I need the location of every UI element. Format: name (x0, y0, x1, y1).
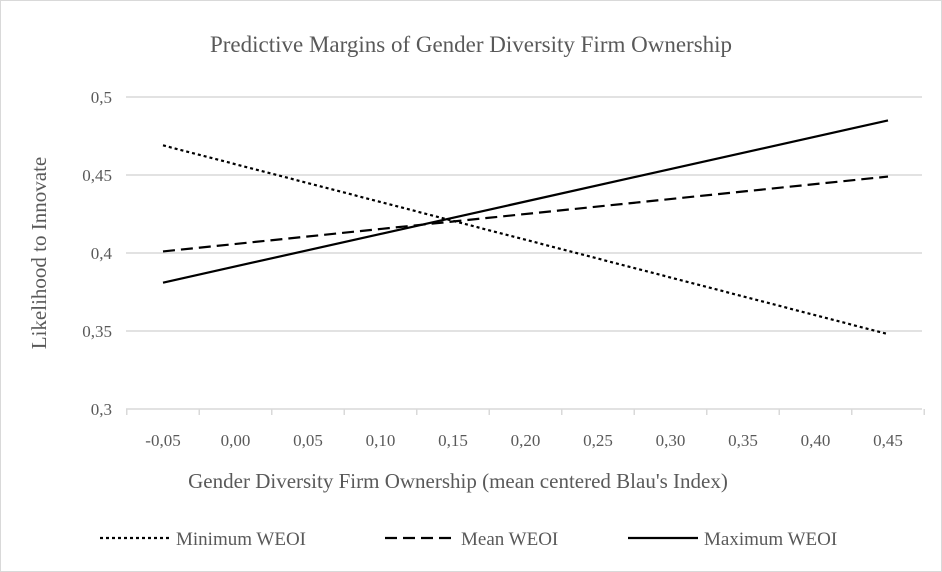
x-axis-title: Gender Diversity Firm Ownership (mean ce… (188, 469, 728, 493)
y-tick-label: 0,45 (82, 166, 112, 185)
y-tick-label: 0,4 (91, 244, 113, 263)
series-lines (162, 119, 889, 336)
x-tick-label: 0,30 (656, 431, 686, 450)
legend-label: Maximum WEOI (704, 529, 837, 550)
x-tick-label: 0,15 (438, 431, 468, 450)
legend-label: Mean WEOI (461, 529, 558, 550)
x-axis-ticks: -0,05 0,00 0,05 0,10 0,15 0,20 0,25 0,30 0,35 0,4… (145, 431, 903, 450)
x-axis (126, 408, 925, 415)
series-line-maximum-weoi (162, 119, 889, 284)
y-axis-title: Likelihood to Innovate (27, 157, 51, 349)
y-tick-label: 0,5 (91, 88, 112, 107)
x-tick-label: 0,10 (366, 431, 396, 450)
x-tick-label: 0,45 (873, 431, 903, 450)
series-line-minimum-weoi (162, 144, 889, 336)
x-tick-label: 0,25 (583, 431, 613, 450)
x-tick-label: 0,00 (221, 431, 251, 450)
x-tick-label: 0,40 (801, 431, 831, 450)
legend-label: Minimum WEOI (176, 529, 306, 550)
chart-title: Predictive Margins of Gender Diversity F… (210, 32, 732, 57)
y-axis-ticks: 0,3 0,35 0,4 0,45 0,5 (82, 88, 112, 419)
x-tick-label: -0,05 (145, 431, 180, 450)
y-tick-label: 0,35 (82, 322, 112, 341)
legend: Minimum WEOI Mean WEOI Maximum WEOI (100, 529, 837, 550)
x-tick-label: 0,35 (728, 431, 758, 450)
series-line-mean-weoi (162, 175, 889, 253)
x-tick-label: 0,20 (511, 431, 541, 450)
gridlines (126, 96, 922, 332)
x-tick-label: 0,05 (293, 431, 323, 450)
y-tick-label: 0,3 (91, 400, 112, 419)
